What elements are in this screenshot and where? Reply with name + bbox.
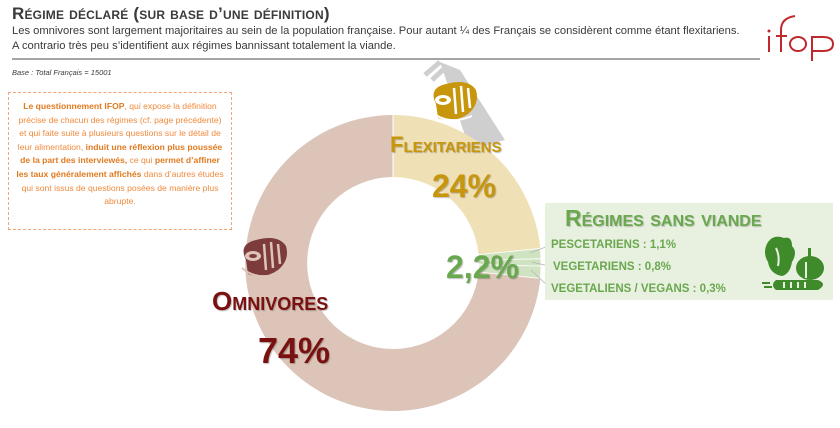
vegetariens-item: VEGETARIENS : 0,8% — [553, 261, 672, 273]
vegetaliens-item: VEGETALIENS / VEGANS : 0,3% — [551, 283, 726, 295]
subtitle-line-1: Les omnivores sont largement majoritaire… — [12, 25, 740, 37]
base-note: Base : Total Français = 15001 — [12, 68, 112, 77]
sans-viande-title: Régimes sans viande — [565, 205, 762, 231]
page-subtitle: Les omnivores sont largement majoritaire… — [12, 24, 752, 54]
steak-icon-flexitariens — [431, 82, 477, 122]
flexitariens-label: Flexitariens — [390, 132, 502, 157]
pescetariens-item: PESCETARIENS : 1,1% — [551, 239, 677, 251]
slice-vegetaliens — [478, 264, 542, 279]
subtitle-line-2: A contrario très peu s’identifient aux r… — [12, 40, 396, 52]
flexitariens-percent: 24% — [432, 168, 497, 204]
header-divider — [12, 58, 760, 60]
sans-viande-percent: 2,2% — [446, 249, 519, 285]
page-title: Régime déclaré (sur base d’une définitio… — [12, 4, 330, 23]
methodology-note: Le questionnement IFOP, qui expose la dé… — [8, 92, 232, 230]
slice-omnivores — [245, 115, 541, 411]
steak-icon-omnivores — [241, 238, 287, 278]
omnivores-percent: 74% — [258, 330, 331, 371]
ifop-logo — [767, 15, 835, 61]
vegetables-icon — [762, 236, 824, 290]
omnivores-label: Omnivores — [212, 286, 329, 316]
slice-flexitariens — [393, 115, 541, 255]
